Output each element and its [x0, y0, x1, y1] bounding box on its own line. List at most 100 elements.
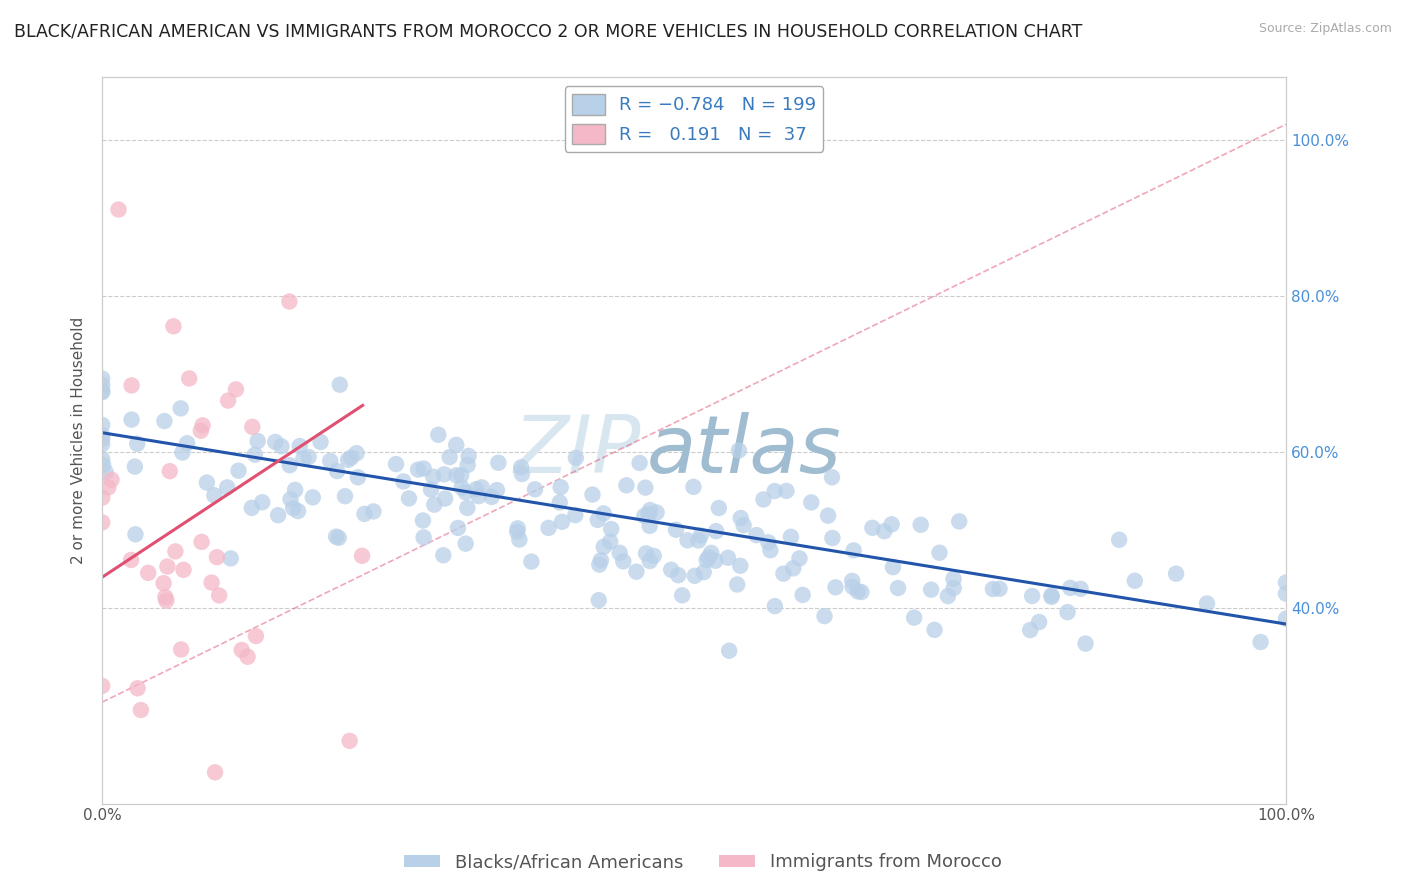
Point [1070, 582, 1092, 596]
Point [1040, 589, 1063, 603]
Point [506, 524, 529, 539]
Point [191, 418, 214, 433]
Point [165, 544, 187, 558]
Point [1040, 590, 1063, 604]
Point [981, 582, 1004, 596]
Point [120, 553, 142, 567]
Point [339, 734, 361, 748]
Point [665, 523, 688, 537]
Point [267, 508, 290, 523]
Point [704, 554, 727, 568]
Point [725, 577, 748, 591]
Point [392, 475, 415, 489]
Point [880, 517, 903, 532]
Point [450, 468, 472, 483]
Point [236, 649, 259, 664]
Point [634, 546, 657, 560]
Point [1074, 637, 1097, 651]
Point [882, 560, 904, 574]
Point [347, 470, 370, 484]
Point [485, 483, 508, 497]
Point [510, 460, 533, 475]
Point [626, 565, 648, 579]
Point [195, 475, 218, 490]
Point [450, 481, 472, 495]
Point [1108, 533, 1130, 547]
Point [633, 508, 655, 523]
Point [842, 543, 865, 558]
Point [841, 580, 863, 594]
Point [1164, 566, 1187, 581]
Point [645, 506, 668, 520]
Point [91, 458, 114, 472]
Point [240, 500, 263, 515]
Point [217, 480, 239, 494]
Point [398, 491, 420, 506]
Point [1275, 586, 1298, 600]
Point [589, 553, 612, 567]
Point [910, 517, 932, 532]
Point [423, 498, 446, 512]
Text: Source: ZipAtlas.com: Source: ZipAtlas.com [1258, 22, 1392, 36]
Point [697, 550, 720, 565]
Point [91, 516, 114, 530]
Point [763, 483, 786, 498]
Point [481, 490, 503, 504]
Point [700, 546, 723, 560]
Point [817, 508, 839, 523]
Point [537, 521, 560, 535]
Point [457, 449, 479, 463]
Point [432, 549, 454, 563]
Point [862, 521, 884, 535]
Point [841, 574, 863, 588]
Point [329, 377, 352, 392]
Point [91, 378, 114, 392]
Point [91, 432, 114, 446]
Point [510, 467, 533, 481]
Point [439, 450, 461, 464]
Point [333, 489, 356, 503]
Point [551, 515, 574, 529]
Point [205, 550, 228, 565]
Point [728, 443, 751, 458]
Point [465, 482, 488, 496]
Point [91, 437, 114, 451]
Legend: R = −0.784   N = 199, R =   0.191   N =  37: R = −0.784 N = 199, R = 0.191 N = 37 [565, 87, 824, 152]
Point [733, 518, 755, 533]
Point [948, 515, 970, 529]
Point [745, 528, 768, 542]
Point [467, 489, 489, 503]
Point [456, 500, 478, 515]
Point [683, 569, 706, 583]
Point [412, 461, 434, 475]
Point [179, 371, 201, 385]
Point [1019, 623, 1042, 637]
Text: atlas: atlas [647, 412, 841, 491]
Point [208, 589, 231, 603]
Point [588, 593, 610, 607]
Point [676, 533, 699, 548]
Point [283, 501, 305, 516]
Point [718, 643, 741, 657]
Point [506, 521, 529, 535]
Point [240, 420, 263, 434]
Point [190, 424, 212, 438]
Point [782, 561, 804, 575]
Point [689, 528, 711, 542]
Point [127, 436, 149, 450]
Point [346, 446, 368, 460]
Point [565, 450, 588, 465]
Point [422, 469, 444, 483]
Point [301, 491, 323, 505]
Point [638, 519, 661, 533]
Point [457, 458, 479, 472]
Point [245, 629, 267, 643]
Point [326, 464, 349, 478]
Point [280, 492, 302, 507]
Point [433, 467, 456, 482]
Point [609, 546, 631, 560]
Point [637, 507, 659, 521]
Point [278, 294, 301, 309]
Point [792, 588, 814, 602]
Point [219, 551, 242, 566]
